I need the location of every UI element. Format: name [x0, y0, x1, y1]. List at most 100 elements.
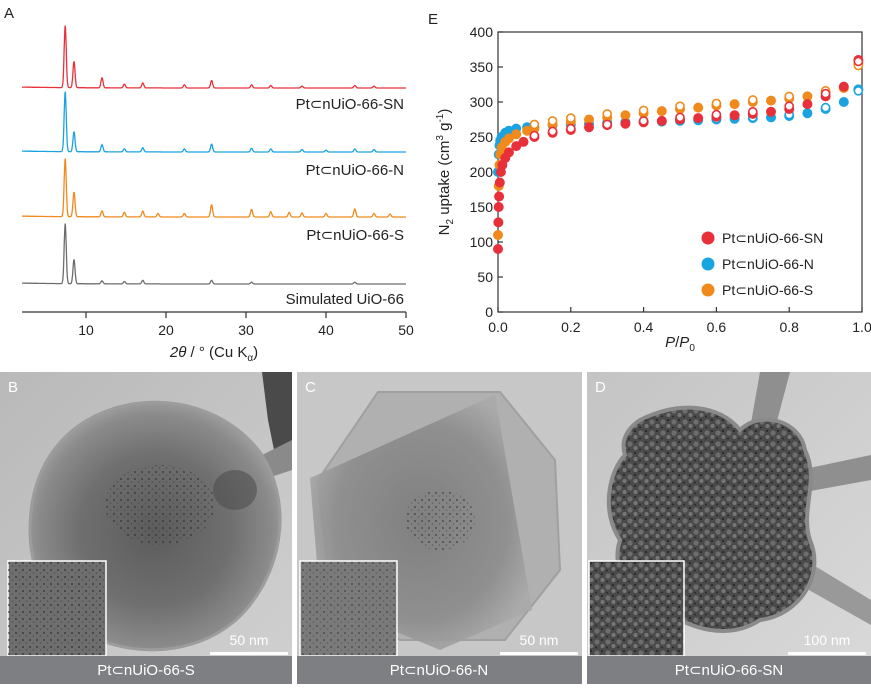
- isotherm-x-tick-label: 0.0: [488, 319, 508, 335]
- legend-label-n: Pt⊂nUiO-66-N: [722, 256, 814, 272]
- pxrd-panel: A 10 20 30 40 50 Pt⊂nUiO-66-SN Pt⊂nUiO-66-N …: [4, 5, 414, 364]
- tem-c-scale-bar: [500, 652, 578, 655]
- isotherm-x-tick-label: 0.4: [634, 319, 654, 335]
- isotherm-x-tick-label: 1.0: [852, 319, 871, 335]
- pxrd-x-tick-label: 10: [78, 322, 94, 338]
- isotherm-y-tick-label: 350: [470, 59, 494, 75]
- legend-label-s: Pt⊂nUiO-66-S: [722, 282, 813, 298]
- isotherm-y-tick-label: 150: [470, 199, 494, 215]
- adsorption-point-pt-nuio-66-sn: [518, 136, 529, 147]
- adsorption-point-pt-nuio-66-sn: [802, 99, 813, 110]
- pxrd-trace-simulated-uio-66: [22, 223, 406, 285]
- tem-d-scale-label: 100 nm: [804, 632, 851, 648]
- adsorption-point-pt-nuio-66-sn: [511, 141, 522, 152]
- desorption-point-pt-nuio-66-n: [853, 86, 864, 96]
- tem-d-caption-bar: [587, 656, 871, 684]
- legend-marker-sn: [701, 231, 715, 245]
- panel-a-letter: A: [4, 5, 14, 22]
- adsorption-point-pt-nuio-66-sn: [493, 202, 504, 212]
- tem-b-scale-label: 50 nm: [230, 632, 269, 648]
- tem-c-letter: C: [305, 379, 316, 396]
- isotherm-y-tick-label: 0: [485, 304, 493, 320]
- desorption-point-pt-nuio-66-sn: [747, 107, 758, 117]
- desorption-point-pt-nuio-66-n: [820, 102, 831, 113]
- desorption-point-pt-nuio-66-sn: [529, 130, 540, 141]
- pxrd-label-n: Pt⊂nUiO-66-N: [306, 162, 404, 179]
- tem-d-scale-bar: [788, 652, 866, 655]
- adsorption-point-pt-nuio-66-sn: [729, 110, 740, 121]
- tem-b-scale-bar: [210, 652, 288, 655]
- pxrd-label-s: Pt⊂nUiO-66-S: [306, 227, 404, 244]
- tem-b-caption: Pt⊂nUiO-66-S: [97, 662, 195, 679]
- panel-e-letter: E: [428, 11, 438, 28]
- adsorption-point-pt-nuio-66-s: [729, 99, 740, 110]
- isotherm-y-axis-title: N2 uptake (cm3 g-1): [435, 109, 456, 236]
- desorption-point-pt-nuio-66-s: [747, 95, 758, 105]
- tem-c-caption: Pt⊂nUiO-66-N: [390, 662, 488, 679]
- desorption-point-pt-nuio-66-sn: [784, 101, 795, 111]
- tem-c-scale-label: 50 nm: [520, 632, 559, 648]
- adsorption-point-pt-nuio-66-s: [693, 102, 704, 113]
- desorption-point-pt-nuio-66-s: [675, 101, 685, 111]
- isotherm-legend: Pt⊂nUiO-66-SN Pt⊂nUiO-66-N Pt⊂nUiO-66-S: [701, 230, 823, 298]
- tem-b-letter: B: [8, 379, 18, 396]
- desorption-point-pt-nuio-66-s: [547, 116, 558, 126]
- desorption-point-pt-nuio-66-sn: [711, 109, 722, 120]
- isotherm-y-tick-label: 250: [470, 129, 494, 145]
- pxrd-label-sim: Simulated UiO-66: [286, 291, 404, 308]
- desorption-point-pt-nuio-66-sn: [638, 116, 649, 126]
- adsorption-point-pt-nuio-66-s: [584, 114, 594, 125]
- adsorption-point-pt-nuio-66-s: [656, 106, 667, 117]
- pxrd-trace-pt-nuio-66-sn: [22, 25, 406, 89]
- tem-d-letter: D: [595, 379, 606, 396]
- pxrd-x-tick-label: 40: [318, 322, 334, 338]
- tem-b-caption-bar: [0, 656, 292, 684]
- desorption-point-pt-nuio-66-s: [638, 105, 649, 116]
- tem-panel-c: C 50 nm Pt⊂nUiO-66-N: [297, 372, 582, 684]
- pxrd-trace-pt-nuio-66-n: [22, 91, 406, 153]
- isotherm-y-tick-label: 50: [477, 269, 493, 285]
- isotherm-x-tick-label: 0.2: [561, 319, 581, 335]
- pxrd-traces: [22, 25, 406, 285]
- adsorption-point-pt-nuio-66-s: [620, 110, 631, 121]
- adsorption-point-pt-nuio-66-sn: [766, 106, 776, 117]
- pxrd-x-tick-label: 50: [398, 322, 414, 338]
- isotherm-y-tick-label: 100: [470, 234, 494, 250]
- adsorption-point-pt-nuio-66-sn: [620, 118, 631, 129]
- desorption-point-pt-nuio-66-sn: [853, 56, 864, 67]
- legend-marker-s: [701, 283, 715, 297]
- desorption-point-pt-nuio-66-sn: [547, 126, 558, 137]
- isotherm-y-tick-label: 300: [470, 94, 494, 110]
- adsorption-point-pt-nuio-66-sn: [503, 147, 514, 158]
- desorption-point-pt-nuio-66-sn: [675, 112, 685, 123]
- isotherm-y-tick-label: 200: [470, 164, 494, 180]
- adsorption-point-pt-nuio-66-n: [838, 97, 849, 107]
- pxrd-x-axis-title: 2θ / ° (Cu Kα): [169, 344, 258, 364]
- tem-d-inset: [588, 560, 685, 656]
- isotherm-x-axis-title: P/P0: [665, 334, 695, 354]
- isotherm-points: [493, 55, 864, 254]
- adsorption-point-pt-nuio-66-s: [493, 230, 503, 240]
- adsorption-point-pt-nuio-66-s: [802, 91, 813, 102]
- desorption-point-pt-nuio-66-sn: [602, 119, 613, 130]
- adsorption-point-pt-nuio-66-n: [802, 108, 813, 119]
- pxrd-x-ticks: 10 20 30 40 50: [78, 312, 414, 338]
- isotherm-x-tick-label: 0.6: [707, 319, 727, 335]
- adsorption-point-pt-nuio-66-sn: [838, 81, 849, 92]
- desorption-point-pt-nuio-66-sn: [565, 123, 576, 134]
- adsorption-point-pt-nuio-66-sn: [494, 191, 505, 202]
- desorption-point-pt-nuio-66-sn: [820, 88, 831, 99]
- adsorption-point-pt-nuio-66-sn: [693, 113, 704, 124]
- pxrd-label-sn: Pt⊂nUiO-66-SN: [296, 96, 404, 113]
- adsorption-point-pt-nuio-66-sn: [493, 217, 504, 228]
- pxrd-trace-pt-nuio-66-s: [22, 158, 406, 218]
- adsorption-point-pt-nuio-66-s: [766, 95, 776, 106]
- isotherm-panel: E 0 50 100 150 200 250 300 350 400 0.0 0.2 0.4 0.6 0.…: [428, 11, 871, 354]
- pxrd-x-tick-label: 20: [158, 322, 174, 338]
- tem-d-caption: Pt⊂nUiO-66-SN: [675, 662, 783, 679]
- adsorption-point-pt-nuio-66-sn: [493, 244, 503, 254]
- desorption-point-pt-nuio-66-s: [602, 109, 613, 119]
- desorption-point-pt-nuio-66-s: [529, 119, 540, 130]
- legend-label-sn: Pt⊂nUiO-66-SN: [722, 230, 823, 246]
